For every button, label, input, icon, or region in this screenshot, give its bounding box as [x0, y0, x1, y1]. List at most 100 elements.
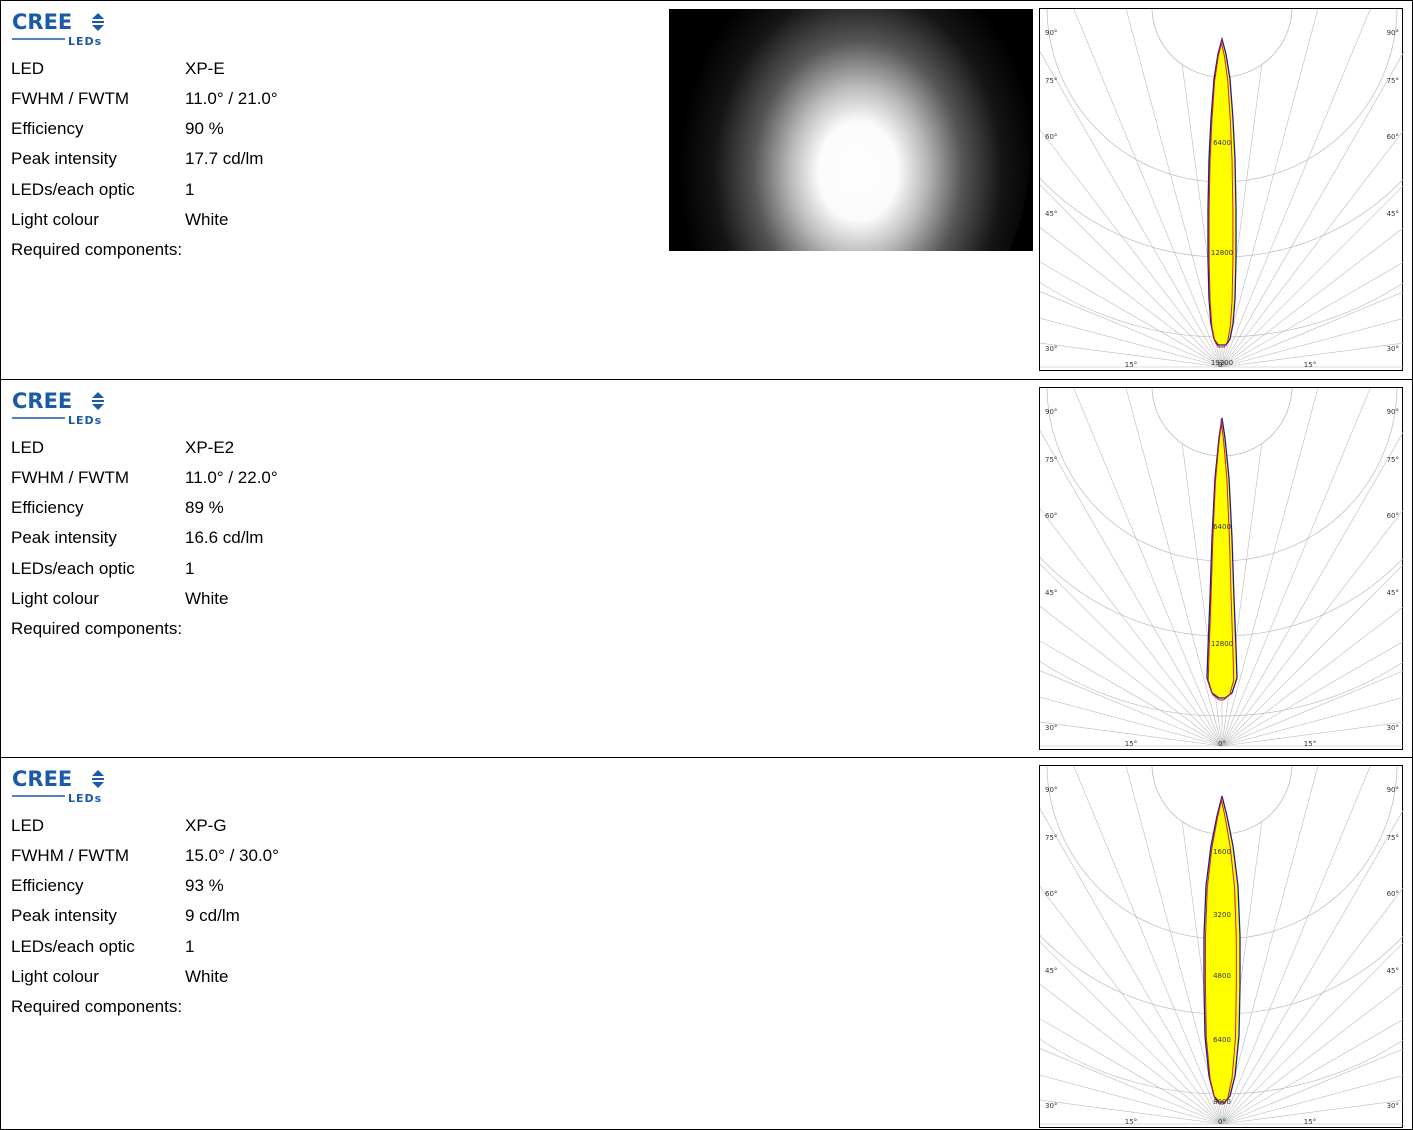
polar-spoke [1221, 317, 1404, 368]
ring-value-label: 12800 [1211, 249, 1233, 257]
polar-spoke [1040, 808, 1223, 1125]
polar-ring [1040, 660, 1404, 717]
ring-value-label: 6400 [1213, 523, 1231, 531]
polar-spoke [1040, 941, 1223, 1125]
spec-label: LEDs/each optic [11, 937, 135, 956]
angle-label-right: 75° [1387, 77, 1399, 85]
spec-label: Light colour [11, 967, 99, 986]
polar-spoke [1221, 261, 1404, 368]
spec-value-fwhm: 11.0° / 22.0° [185, 468, 278, 487]
polar-spoke [1221, 129, 1404, 368]
spec-value-leds-per-optic: 1 [185, 937, 195, 956]
spec-label: Peak intensity [11, 906, 117, 925]
product-row-xp-e2: CREE LEDs LED XP-E2 FWHM / FWTM 11.0° / 22… [1, 379, 1412, 757]
polar-spoke [1125, 766, 1223, 1125]
angle-label-right: 30° [1387, 345, 1399, 353]
angle-label-bottom: 15° [1304, 1118, 1316, 1126]
angle-label-bottom: 0° [1218, 1118, 1226, 1126]
angle-label-left: 30° [1045, 345, 1057, 353]
polar-spoke [1040, 129, 1223, 368]
spec-label: FWHM / FWTM [11, 846, 130, 865]
polar-spoke [1221, 721, 1404, 747]
polar-spoke [1040, 1099, 1223, 1125]
polar-spoke [1040, 430, 1223, 747]
svg-text:CREE: CREE [12, 10, 72, 34]
polar-spoke [1040, 605, 1223, 747]
angle-label-right: 90° [1387, 29, 1399, 37]
angle-label-right: 45° [1387, 210, 1399, 218]
cree-leds-logo: CREE LEDs [12, 389, 104, 427]
cree-leds-logo: CREE LEDs [12, 10, 104, 48]
spec-label: Peak intensity [11, 149, 117, 168]
polar-spoke [1221, 1018, 1404, 1125]
polar-spoke [1221, 766, 1319, 1125]
angle-label-left: 75° [1045, 834, 1057, 842]
spec-label: LEDs/each optic [11, 559, 135, 578]
angle-label-right: 75° [1387, 834, 1399, 842]
polar-spoke [1221, 886, 1404, 1125]
polar-spoke [1221, 388, 1371, 747]
spec-value-leds-per-optic: 1 [185, 559, 195, 578]
polar-spoke [1040, 291, 1223, 368]
angle-label-right: 60° [1387, 512, 1399, 520]
polar-spoke [1221, 342, 1404, 368]
spec-value-fwhm: 11.0° / 21.0° [185, 89, 278, 108]
intensity-curve-c0 [1206, 417, 1238, 699]
polar-diagram: 1600 3200 4800 6400 8000 90° 90° 75° 75° 60° 60° 45… [1039, 765, 1404, 1128]
polar-spoke [1221, 640, 1404, 747]
angle-label-bottom: 15° [1304, 740, 1316, 748]
polar-spoke [1040, 696, 1223, 747]
angle-label-bottom: 15° [1125, 361, 1137, 369]
angle-label-right: 60° [1387, 890, 1399, 898]
polar-spoke [1221, 184, 1404, 368]
angle-label-left: 45° [1045, 589, 1057, 597]
spec-value-leds-per-optic: 1 [185, 180, 195, 199]
angle-label-left: 90° [1045, 786, 1057, 794]
ring-value-label: 6400 [1213, 1036, 1231, 1044]
polar-spoke [1221, 1099, 1404, 1125]
angle-label-left: 75° [1045, 456, 1057, 464]
angle-label-right: 90° [1387, 786, 1399, 794]
polar-spoke [1040, 184, 1223, 368]
polar-spoke [1040, 640, 1223, 747]
spec-label: FWHM / FWTM [11, 468, 130, 487]
angle-label-left: 60° [1045, 133, 1057, 141]
angle-label-left: 45° [1045, 967, 1057, 975]
angle-label-left: 30° [1045, 724, 1057, 732]
angle-label-bottom: 15° [1125, 740, 1137, 748]
spec-value-colour: White [185, 210, 229, 229]
spec-label: LED [11, 59, 45, 78]
polar-spoke [1040, 261, 1223, 368]
angle-label-left: 45° [1045, 210, 1057, 218]
intensity-curve-c90 [1207, 419, 1235, 701]
polar-spoke [1221, 291, 1404, 368]
angle-label-bottom: 15° [1304, 361, 1316, 369]
polar-spoke [1040, 1018, 1223, 1125]
polar-spoke [1221, 808, 1404, 1125]
spec-value-efficiency: 93 % [185, 876, 224, 895]
polar-chart-svg: 1600 3200 4800 6400 8000 90° 90° 75° 75° 60° 60° 45… [1040, 766, 1404, 1126]
beam-pattern-image [669, 9, 1033, 251]
spec-label: LED [11, 816, 45, 835]
ring-value-label: 3200 [1213, 911, 1231, 919]
polar-spoke [1221, 226, 1404, 368]
spec-value-efficiency: 90 % [185, 119, 224, 138]
svg-text:LEDs: LEDs [68, 414, 102, 427]
polar-spoke [1040, 563, 1223, 747]
spec-value-colour: White [185, 589, 229, 608]
intensity-curve-c0 [1203, 795, 1241, 1103]
ring-value-label: 19200 [1211, 359, 1233, 367]
polar-spoke [1073, 766, 1223, 1125]
angle-label-left: 75° [1045, 77, 1057, 85]
polar-spoke [1125, 9, 1223, 368]
polar-spoke [1040, 1048, 1223, 1125]
polar-spoke [1221, 605, 1404, 747]
polar-diagram: 6400 12800 19200 90° 90° 75° 75° 60° 60° 45° 45° 30… [1039, 8, 1404, 371]
intensity-curve-c90 [1208, 40, 1234, 348]
polar-spoke [1125, 388, 1223, 747]
spec-label: FWHM / FWTM [11, 89, 130, 108]
angle-label-right: 30° [1387, 724, 1399, 732]
spec-label: LEDs/each optic [11, 180, 135, 199]
polar-diagram: 6400 12800 90° 90° 75° 75° 60° 60° 45° 45° 30° 30° 1… [1039, 387, 1404, 750]
ring-value-label: 4800 [1213, 972, 1231, 980]
